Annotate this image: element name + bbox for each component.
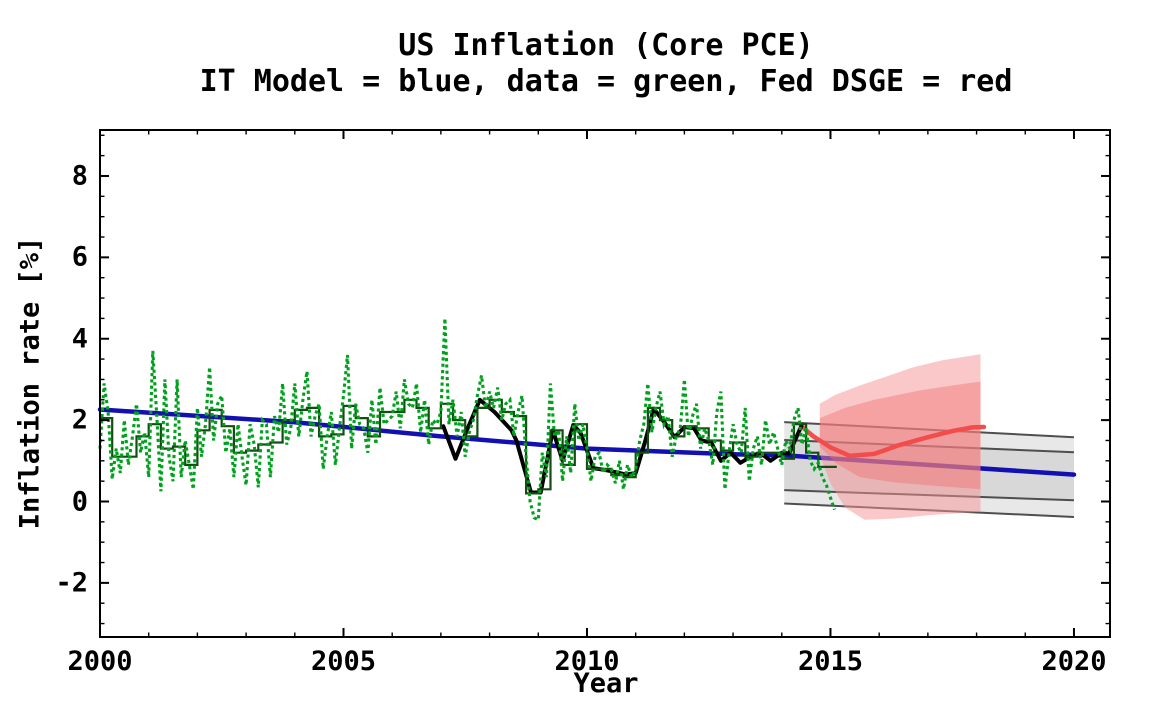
y-tick-label: 4 bbox=[71, 323, 88, 355]
y-tick-label: 2 bbox=[71, 404, 88, 436]
monthly-data-line bbox=[98, 318, 836, 523]
y-tick-label: 8 bbox=[71, 160, 88, 192]
chart-subtitle-legend: IT Model = blue, data = green, Fed DSGE … bbox=[199, 64, 1013, 99]
x-axis-label: Year bbox=[573, 668, 639, 699]
dsge-fan-outer bbox=[819, 354, 981, 520]
y-tick-label: 6 bbox=[71, 241, 88, 273]
x-tick-label: 2005 bbox=[310, 646, 376, 677]
y-tick-label: -2 bbox=[55, 567, 88, 599]
x-tick-label: 2020 bbox=[1041, 646, 1107, 677]
dsge-fan-inner bbox=[819, 381, 981, 490]
fed-dsge-line bbox=[799, 423, 987, 459]
x-tick-label: 2000 bbox=[67, 646, 133, 677]
plot-frame bbox=[99, 129, 1111, 638]
chart-title: US Inflation (Core PCE) bbox=[398, 28, 814, 63]
y-tick-label: 0 bbox=[71, 486, 88, 517]
x-tick-label: 2015 bbox=[797, 646, 863, 677]
x-tick-label: 2010 bbox=[554, 646, 620, 677]
